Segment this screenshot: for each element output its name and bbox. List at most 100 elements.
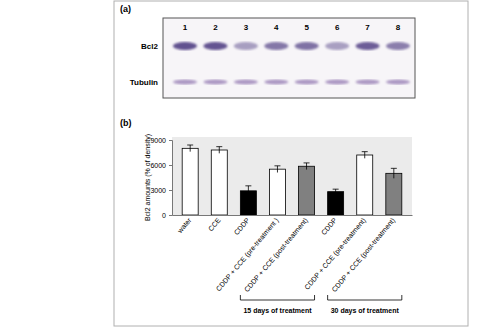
error-bar [391, 168, 397, 178]
tubulin-band [295, 80, 319, 85]
tubulin-band [356, 80, 380, 85]
y-tick-label: 9000 [150, 137, 166, 144]
figure: (a) 1 2 3 4 5 6 7 8 Bcl2 Tubulin (b) 0 3000 6000 9000 wa… [0, 0, 481, 327]
lane-label: 5 [304, 23, 309, 32]
lane-label: 7 [365, 23, 370, 32]
bcl2-band [264, 42, 288, 50]
x-axis-line [173, 215, 413, 216]
bar [182, 148, 198, 215]
bar [357, 155, 373, 215]
error-line [248, 186, 249, 196]
y-tick-mark [169, 165, 172, 166]
error-cap [274, 165, 280, 166]
tubulin-band [234, 80, 258, 85]
y-tick-mark [169, 140, 172, 141]
x-tick-label: CDDP + CCE (post-treatment) [243, 216, 310, 293]
bcl2-band [173, 42, 197, 50]
x-tick: water [176, 215, 193, 235]
x-tick: CCE [207, 215, 222, 232]
y-tick-mark [169, 215, 172, 216]
error-line [277, 166, 278, 173]
y-axis-line [169, 141, 173, 216]
error-line [219, 147, 220, 154]
error-line [335, 189, 336, 194]
group-bracket: 30 days of treatment [328, 295, 402, 315]
lane-label: 8 [396, 23, 401, 32]
tubulin-band [386, 80, 410, 85]
x-tick: CDDP [233, 215, 251, 236]
error-line [190, 145, 191, 152]
group-label: 15 days of treatment [243, 307, 312, 315]
y-axis-title: Bcl2 amounts (% of density) [144, 134, 152, 221]
error-line [306, 163, 307, 170]
bcl2-band [325, 42, 349, 50]
figure-frame [114, 1, 468, 326]
error-line [393, 168, 394, 178]
error-cap [391, 168, 397, 169]
bars [182, 145, 402, 215]
error-cap [216, 146, 222, 147]
bar [328, 192, 344, 215]
panel-label: (b) [120, 118, 132, 128]
x-tick: CDDP [320, 215, 338, 236]
error-cap [362, 151, 368, 152]
x-tick-label: water [176, 216, 193, 235]
row-label: Bcl2 [141, 42, 158, 51]
group-bracket: 15 days of treatment [240, 295, 314, 315]
y-tick: 6000 [150, 162, 172, 169]
error-cap [187, 145, 193, 146]
x-tick: CDDP + CCE (pre-treatment) [303, 215, 368, 291]
bar [211, 150, 227, 215]
error-bar [333, 189, 339, 194]
bracket-line [328, 295, 402, 300]
panel-label: (a) [120, 4, 131, 14]
tubulin-band [264, 80, 288, 85]
error-bar [245, 186, 251, 196]
bcl2-band [386, 42, 410, 50]
error-bar [274, 166, 280, 173]
y-tick-label: 0 [162, 212, 166, 219]
error-line [364, 152, 365, 159]
lane-label: 3 [244, 23, 249, 32]
bcl2-band [234, 42, 258, 50]
x-tick: CDDP + CCE (post-treatment) [243, 215, 310, 294]
x-tick: CDDP + CCE (post-treatment) [330, 215, 397, 294]
y-tick-mark [169, 190, 172, 191]
plot-background [172, 137, 412, 215]
error-bar [362, 152, 368, 159]
blot-frame [163, 18, 415, 98]
error-bar [187, 145, 193, 152]
bcl2-band [356, 42, 380, 50]
bracket-line [240, 295, 314, 300]
bar [386, 173, 402, 215]
x-tick-label: CCE [207, 216, 222, 232]
row-label: Tubulin [130, 78, 158, 87]
lane-label: 4 [274, 23, 279, 32]
bar [299, 166, 315, 215]
lane-label: 2 [213, 23, 218, 32]
bcl2-band [203, 42, 227, 50]
y-tick: 9000 [150, 137, 172, 144]
error-cap [245, 185, 251, 186]
x-tick-label: CDDP [320, 216, 338, 236]
lane-label: 6 [335, 23, 340, 32]
y-axis: 0 3000 6000 9000 [150, 137, 172, 219]
error-bar [304, 163, 310, 170]
bar [269, 169, 285, 215]
group-label: 30 days of treatment [331, 307, 400, 315]
x-tick-label: CDDP + CCE (post-treatment) [330, 216, 397, 293]
bcl2-band [295, 42, 319, 50]
x-tick-label: CDDP [233, 216, 251, 236]
tubulin-band [325, 80, 349, 85]
x-axis: waterCCECDDPCDDP + CCE (pre-treatment )C… [173, 215, 413, 294]
tubulin-band [173, 80, 197, 85]
y-tick: 0 [162, 212, 172, 219]
error-cap [304, 162, 310, 163]
tubulin-band [203, 80, 227, 85]
x-tick: CDDP + CCE (pre-treatment ) [215, 215, 281, 293]
lane-label: 1 [183, 23, 188, 32]
error-bar [216, 147, 222, 154]
y-tick-label: 3000 [150, 187, 166, 194]
y-tick: 3000 [150, 187, 172, 194]
error-cap [333, 189, 339, 190]
